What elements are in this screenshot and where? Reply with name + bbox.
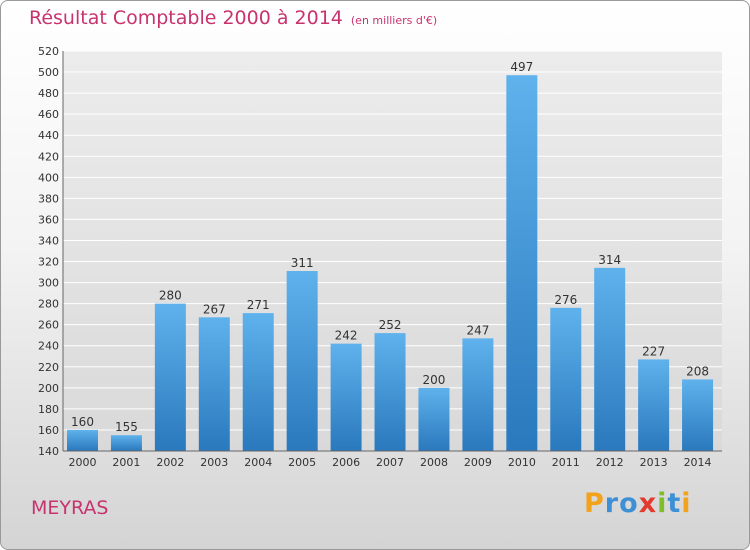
bar[interactable] bbox=[638, 359, 670, 451]
bar[interactable] bbox=[374, 333, 406, 451]
y-tick-label: 360 bbox=[38, 213, 59, 226]
bar[interactable] bbox=[462, 338, 494, 451]
logo-letter: t bbox=[667, 488, 682, 519]
y-tick-label: 200 bbox=[38, 382, 59, 395]
bar[interactable] bbox=[242, 313, 274, 451]
bar-value-label: 160 bbox=[71, 415, 94, 429]
bar[interactable] bbox=[418, 387, 450, 451]
bar[interactable] bbox=[682, 379, 714, 451]
chart-title-text: Résultat Comptable 2000 à 2014 bbox=[29, 7, 343, 29]
bar[interactable] bbox=[506, 75, 538, 452]
y-tick-label: 480 bbox=[38, 87, 59, 100]
y-tick-label: 420 bbox=[38, 150, 59, 163]
bar-value-label: 271 bbox=[247, 298, 270, 312]
bar-value-label: 276 bbox=[554, 293, 577, 307]
bar[interactable] bbox=[594, 267, 626, 451]
bar-value-label: 208 bbox=[686, 364, 709, 378]
bar[interactable] bbox=[286, 271, 318, 451]
bar-value-label: 247 bbox=[466, 323, 489, 337]
x-tick-label: 2002 bbox=[156, 456, 184, 469]
logo-letter: x bbox=[638, 488, 658, 519]
chart-title: Résultat Comptable 2000 à 2014 (en millie… bbox=[29, 7, 437, 29]
y-tick-label: 340 bbox=[38, 234, 59, 247]
x-tick-label: 2014 bbox=[684, 456, 712, 469]
y-tick-label: 260 bbox=[38, 319, 59, 332]
y-tick-label: 380 bbox=[38, 192, 59, 205]
x-tick-label: 2003 bbox=[200, 456, 228, 469]
x-tick-label: 2011 bbox=[552, 456, 580, 469]
x-tick-label: 2008 bbox=[420, 456, 448, 469]
logo-letter: r bbox=[604, 488, 620, 519]
y-tick-label: 520 bbox=[38, 45, 59, 58]
bars: 160 155 280 267 271 311 242 252 200 247 497 276 314 2… bbox=[67, 60, 714, 452]
y-tick-label: 300 bbox=[38, 277, 59, 290]
bar[interactable] bbox=[67, 429, 98, 451]
bar-value-label: 497 bbox=[510, 60, 533, 74]
bar-value-label: 200 bbox=[423, 373, 446, 387]
logo-letter: P bbox=[584, 488, 605, 519]
bar-value-label: 227 bbox=[642, 344, 665, 358]
x-tick-label: 2006 bbox=[332, 456, 360, 469]
bar-value-label: 252 bbox=[379, 318, 402, 332]
bar-value-label: 242 bbox=[335, 329, 358, 343]
y-tick-label: 140 bbox=[38, 445, 59, 458]
y-tick-label: 400 bbox=[38, 171, 59, 184]
bar-value-label: 314 bbox=[598, 253, 621, 267]
y-tick-label: 320 bbox=[38, 256, 59, 269]
x-tick-label: 2009 bbox=[464, 456, 492, 469]
logo-letter: i bbox=[657, 488, 668, 519]
bar[interactable] bbox=[198, 317, 230, 451]
y-tick-label: 500 bbox=[38, 66, 59, 79]
x-tick-label: 2010 bbox=[508, 456, 536, 469]
proxiti-logo[interactable]: Proxiti bbox=[584, 488, 692, 519]
town-name: MEYRAS bbox=[31, 497, 109, 519]
chart-subtitle: (en milliers d'€) bbox=[350, 14, 438, 27]
bar-value-label: 267 bbox=[203, 302, 226, 316]
y-tick-label: 460 bbox=[38, 108, 59, 121]
bar-value-label: 311 bbox=[291, 256, 314, 270]
y-tick-label: 440 bbox=[38, 129, 59, 142]
bar-value-label: 280 bbox=[159, 289, 182, 303]
y-tick-label: 180 bbox=[38, 403, 59, 416]
bar[interactable] bbox=[330, 343, 362, 451]
x-tick-label: 2004 bbox=[244, 456, 272, 469]
y-tick-label: 280 bbox=[38, 298, 59, 311]
x-tick-label: 2001 bbox=[112, 456, 140, 469]
x-tick-label: 2007 bbox=[376, 456, 404, 469]
logo-letter: i bbox=[681, 488, 692, 519]
x-tick-label: 2005 bbox=[288, 456, 316, 469]
logo-letter: o bbox=[619, 488, 639, 519]
y-tick-label: 220 bbox=[38, 361, 59, 374]
bar[interactable] bbox=[110, 435, 142, 451]
x-tick-label: 2000 bbox=[69, 456, 97, 469]
bar[interactable] bbox=[550, 307, 582, 451]
y-tick-label: 240 bbox=[38, 340, 59, 353]
bar[interactable] bbox=[154, 303, 186, 451]
y-tick-label: 160 bbox=[38, 424, 59, 437]
x-tick-label: 2012 bbox=[596, 456, 624, 469]
bar-value-label: 155 bbox=[115, 420, 138, 434]
x-tick-label: 2013 bbox=[640, 456, 668, 469]
axes: 140 160 180 200 220 240 260 280 300 320 340 360 380 4… bbox=[38, 45, 722, 469]
